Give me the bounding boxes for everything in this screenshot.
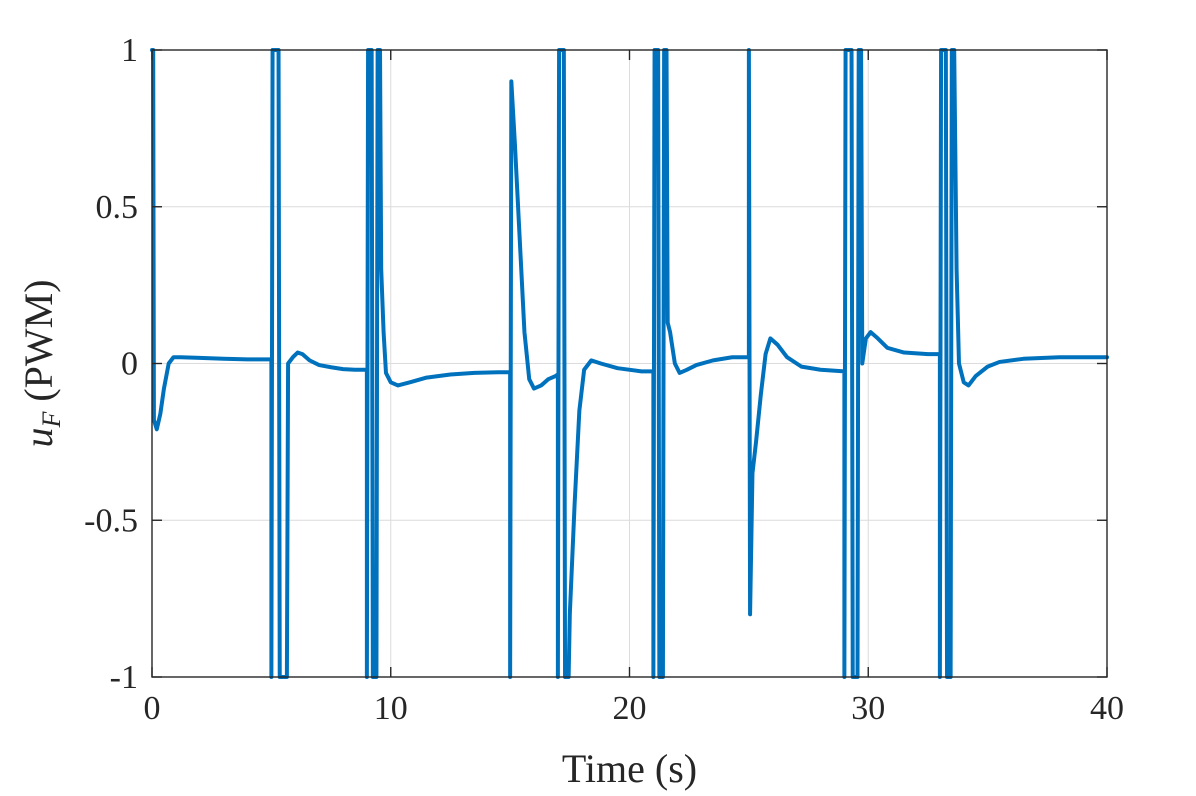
- y-axis-label-subscript: F: [37, 411, 66, 429]
- x-tick-label: 0: [144, 690, 161, 727]
- grid: [151, 49, 1108, 678]
- y-tick-label: 0: [121, 346, 138, 383]
- y-tick-label: 1: [121, 32, 138, 69]
- x-tick-label: 20: [613, 690, 647, 727]
- x-tick-label: 10: [374, 690, 408, 727]
- y-axis-label: uF (PWM): [16, 279, 66, 447]
- x-tick-label: 40: [1090, 690, 1124, 727]
- series-layer: [150, 48, 1109, 679]
- y-tick-label: -0.5: [84, 502, 138, 539]
- y-tick-label: -1: [110, 659, 138, 696]
- y-axis-label-symbol: u: [16, 428, 61, 448]
- ticks: [151, 49, 1108, 678]
- x-tick-label: 30: [851, 690, 885, 727]
- y-axis-label-unit: (PWM): [16, 279, 61, 411]
- tick-labels: 0 10 20 30 40 -1 -0.5 0 0.5 1: [84, 32, 1124, 727]
- y-tick-label: 0.5: [96, 189, 139, 226]
- x-axis-label: Time (s): [562, 746, 697, 791]
- series-line: [150, 48, 1109, 679]
